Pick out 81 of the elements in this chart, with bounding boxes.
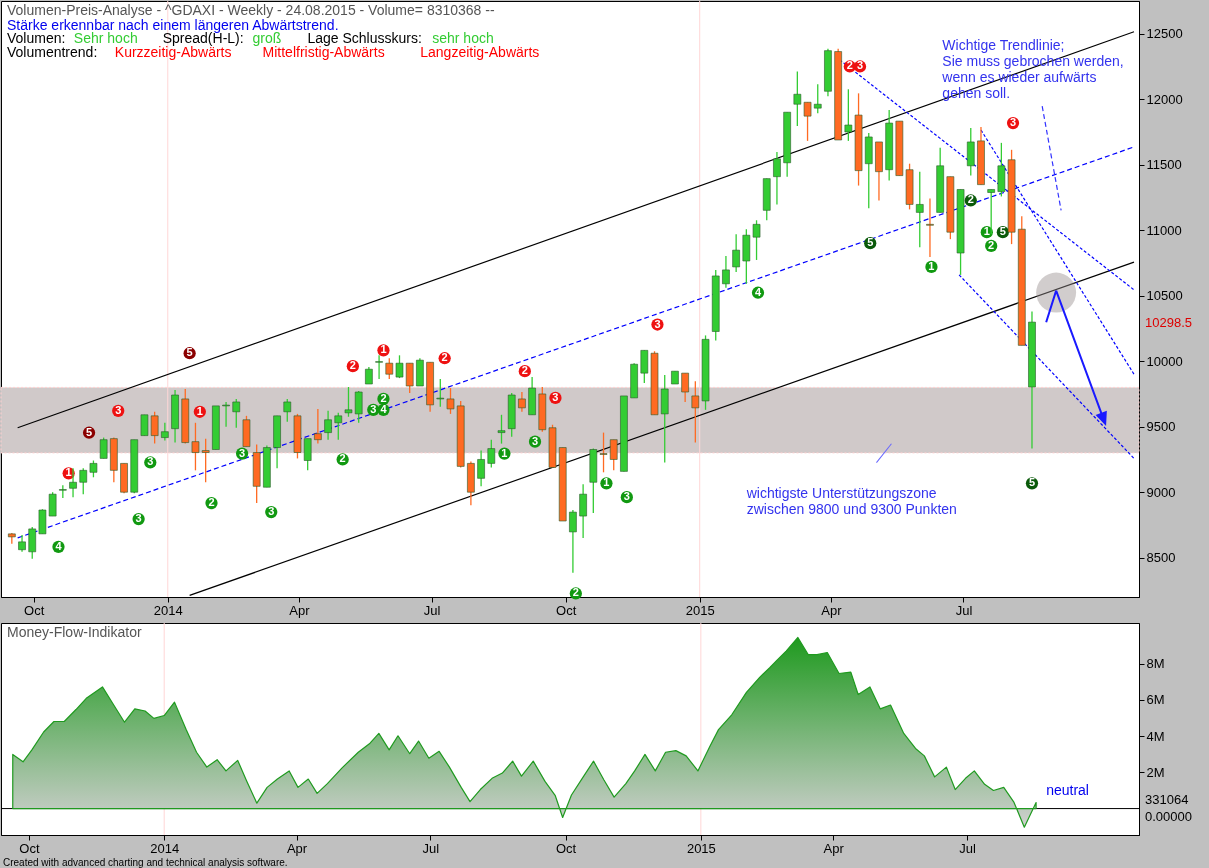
- annotation: 3: [654, 317, 661, 330]
- annotation: Volumen:: [6, 29, 66, 46]
- x-tick-label: Apr: [289, 602, 311, 618]
- annotation: 2: [988, 238, 995, 251]
- annotation: 2: [441, 351, 448, 364]
- annotation: 1: [196, 404, 203, 417]
- y-tick-label: 4M: [1146, 728, 1165, 744]
- annotation: 4: [55, 539, 63, 552]
- x-tick-label: 2014: [150, 840, 180, 856]
- x-tick-label: 2014: [153, 602, 183, 618]
- annotation: 2: [208, 496, 215, 509]
- annotation: 4: [754, 285, 762, 298]
- annotation: Volumentrend:: [6, 44, 98, 61]
- annotation: 5: [999, 225, 1006, 238]
- annotation: neutral: [1046, 782, 1089, 799]
- y-tick-label: 12500: [1146, 26, 1183, 42]
- annotation: groß: [252, 29, 282, 46]
- annotation: 1: [603, 476, 610, 489]
- text: 331064: [1144, 791, 1189, 807]
- annotation: 1: [928, 259, 935, 272]
- annotation: 5: [186, 346, 193, 359]
- annotation: 4: [380, 402, 388, 415]
- annotation: 3: [268, 505, 275, 518]
- x-tick-label: 2015: [686, 840, 716, 856]
- annotation: 5: [1028, 476, 1036, 489]
- annotation: 2: [349, 359, 356, 372]
- annotation: 3: [623, 490, 630, 503]
- text: 0.00000: [1144, 808, 1192, 824]
- x-tick-label: Oct: [19, 840, 40, 856]
- annotation: sehr hoch: [432, 29, 494, 46]
- annotation: 1: [380, 343, 387, 356]
- annotation: 5: [867, 236, 874, 249]
- annotation: wichtigste Unterstützungszone zwischen 9800 und 9300 Punkten: [745, 485, 957, 518]
- x-tick-label: Jul: [959, 840, 976, 856]
- annotation: 3: [1009, 116, 1017, 129]
- annotation: 1: [65, 466, 72, 479]
- annotation: 5: [86, 425, 93, 438]
- y-tick-label: 2M: [1146, 764, 1165, 780]
- annotation: 3: [147, 455, 154, 468]
- x-tick-label: 2015: [685, 602, 715, 618]
- y-tick-label: 6M: [1146, 692, 1165, 708]
- x-tick-label: Oct: [556, 602, 577, 618]
- chart-title: Volumen-Preis-Analyse - ^GDAXI - Weekly - 24.08.2015 - Volume= 8310368 --: [7, 2, 495, 18]
- annotation: 2: [380, 391, 387, 404]
- y-tick-label: 11000: [1146, 222, 1182, 238]
- annotation: 3: [552, 390, 559, 403]
- y-tick-label: 8500: [1146, 550, 1176, 566]
- annotation: 1: [501, 446, 508, 459]
- x-tick-label: Oct: [555, 840, 577, 856]
- x-tick-label: Apr: [286, 840, 308, 856]
- annotation: 3: [135, 512, 142, 525]
- x-tick-label: Apr: [823, 840, 845, 856]
- chart-title: Money-Flow-Indikator: [7, 624, 142, 640]
- y-tick-label: 10500: [1146, 288, 1183, 304]
- annotation: 2: [967, 193, 974, 206]
- text: Created with advanced charting and technical analysis software.: [3, 857, 288, 868]
- x-tick-label: Apr: [821, 602, 843, 618]
- annotation: Sehr hoch: [73, 29, 138, 46]
- y-tick-label: 9000: [1146, 484, 1176, 500]
- annotation: 2: [572, 586, 579, 599]
- y-tick-label: 9500: [1146, 419, 1176, 435]
- x-tick-label: Jul: [955, 602, 973, 618]
- annotation: 3: [239, 446, 246, 459]
- annotation: 3: [115, 403, 122, 416]
- y-tick-label: 10000: [1146, 353, 1183, 369]
- annotation: 2: [846, 59, 853, 72]
- annotation: Langzeitig-Abwärts: [420, 44, 540, 61]
- annotation: Lage Schlusskurs:: [307, 29, 422, 46]
- x-tick-label: Oct: [24, 602, 45, 618]
- y-tick-label: 8M: [1146, 656, 1165, 672]
- annotation: 3: [856, 59, 864, 72]
- annotation: 3: [531, 434, 539, 447]
- y-tick-label: 11500: [1146, 157, 1182, 173]
- annotation: 1: [983, 225, 990, 238]
- annotation: 3: [370, 402, 377, 415]
- annotation: 2: [521, 364, 528, 377]
- y-tick-label: 12000: [1146, 91, 1183, 107]
- text: 10298.5: [1144, 315, 1192, 331]
- annotation: 2: [339, 452, 346, 465]
- x-tick-label: Jul: [423, 602, 441, 618]
- x-tick-label: Jul: [422, 840, 440, 856]
